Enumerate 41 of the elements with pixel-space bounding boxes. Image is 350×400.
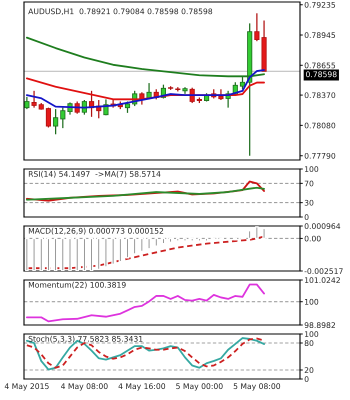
bar	[248, 230, 252, 240]
bar	[255, 226, 259, 240]
bar	[126, 238, 130, 259]
bar	[183, 238, 187, 242]
bar	[262, 228, 266, 240]
bar	[96, 238, 101, 270]
bar	[204, 238, 208, 242]
bar	[104, 238, 108, 268]
bar	[168, 238, 172, 244]
bar	[75, 238, 79, 271]
candlestick	[46, 107, 52, 128]
bar	[46, 238, 50, 271]
line-series	[26, 236, 265, 270]
candlestick	[24, 96, 30, 110]
bar	[68, 238, 72, 271]
candlestick	[60, 107, 66, 129]
bar	[25, 238, 29, 271]
bar	[32, 238, 36, 271]
bar	[132, 238, 136, 255]
bar	[190, 238, 194, 242]
bar	[147, 238, 151, 250]
candlestick	[124, 100, 130, 114]
line-series	[26, 36, 265, 78]
line-series	[26, 284, 265, 322]
candlestick	[254, 12, 260, 42]
bar	[54, 238, 58, 271]
bar	[90, 238, 94, 271]
bar	[154, 238, 158, 247]
bar	[118, 238, 122, 262]
bar	[111, 238, 115, 266]
line-series	[26, 186, 265, 201]
bar	[82, 238, 86, 271]
bar	[61, 238, 65, 271]
bar	[39, 238, 44, 271]
candlestick	[31, 90, 37, 108]
bar	[198, 238, 202, 242]
candlestick	[53, 108, 58, 135]
bar	[162, 238, 166, 244]
bar	[140, 238, 144, 252]
line-series	[26, 180, 265, 202]
bar	[176, 238, 180, 242]
